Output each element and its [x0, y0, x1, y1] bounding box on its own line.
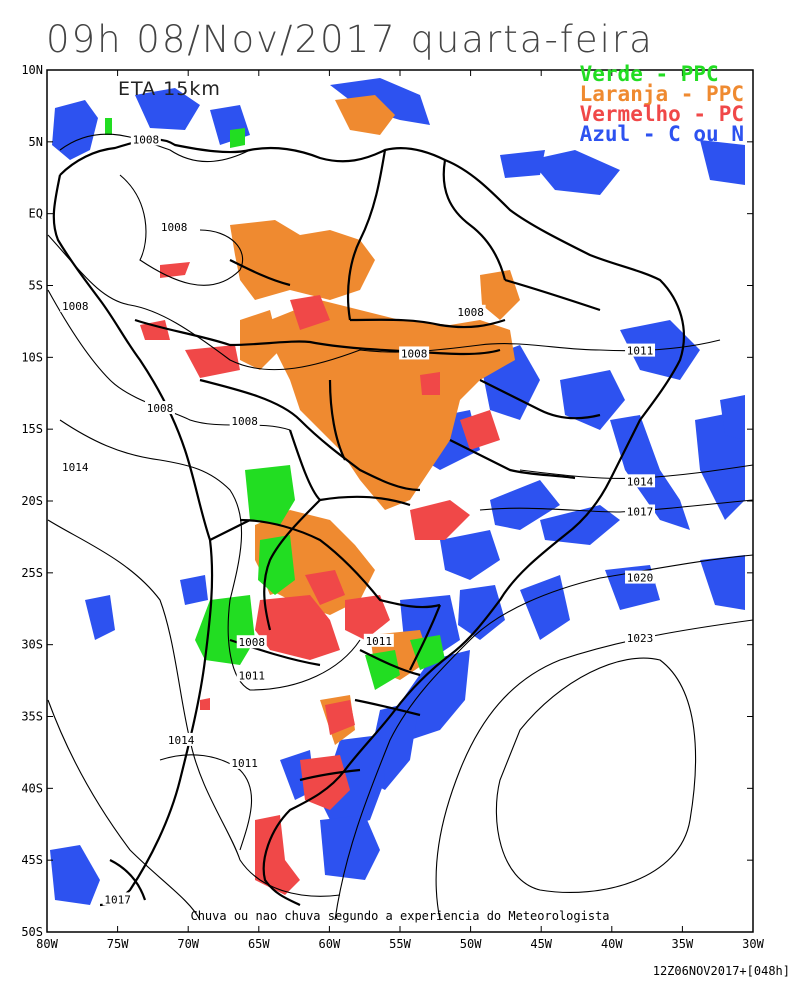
isobar-label-bg	[229, 413, 260, 427]
lat-tick-label: 10S	[21, 350, 43, 364]
isobar-label-bg	[60, 299, 91, 313]
isobar-label-bg	[236, 635, 267, 649]
lon-tick-label: 40W	[601, 937, 623, 951]
lat-tick-label: 15S	[21, 422, 43, 436]
legend-item-orange: Laranja - PPC	[579, 82, 744, 106]
isobar-label-bg	[625, 343, 656, 357]
isobar-label: 1011	[627, 345, 654, 358]
legend-item-green: Verde - PPC	[579, 62, 719, 86]
run-stamp: 12Z06NOV2017+[048h]	[652, 964, 790, 978]
isobar-label-bg	[236, 668, 267, 682]
isobar-label-bg	[144, 401, 175, 415]
lon-tick-label: 45W	[530, 937, 552, 951]
lat-tick-label: 20S	[21, 494, 43, 508]
axis-ticks	[46, 69, 754, 933]
footnote: Chuva ou nao chuva segundo a experiencia…	[190, 909, 610, 923]
isobar-label: 1023	[627, 632, 654, 645]
isobar-label-bg	[625, 630, 656, 644]
lat-tick-label: 50S	[21, 925, 43, 939]
isobar-label: 1008	[401, 347, 428, 360]
longitude-tick-labels: 80W 75W 70W 65W 60W 55W 50W 45W 40W 35W 30W	[36, 937, 764, 951]
lat-tick-label: 5N	[29, 135, 43, 149]
lat-tick-label: 35S	[21, 710, 43, 724]
legend: Verde - PPC Laranja - PPC Vermelho - PC …	[579, 62, 744, 146]
isobar-label: 1020	[627, 572, 654, 585]
lon-tick-label: 60W	[319, 937, 341, 951]
isobar-label-bg	[625, 474, 656, 488]
isobar-label: 1008	[231, 415, 258, 428]
isobar-labels: 1008 1008 1008 1008 1008 1011 1008 1008 1014 1014…	[60, 132, 656, 906]
lon-tick-label: 75W	[107, 937, 129, 951]
coastline-borders	[52, 138, 685, 907]
isobar-label-bg	[399, 346, 430, 360]
isobar-label-bg	[625, 570, 656, 584]
isobar-label-bg	[363, 633, 394, 647]
lon-tick-label: 70W	[177, 937, 199, 951]
isobar-label-bg	[455, 304, 486, 318]
lon-tick-label: 80W	[36, 937, 58, 951]
lon-tick-label: 35W	[672, 937, 694, 951]
isobar-label: 1011	[238, 669, 265, 682]
latitude-tick-labels: 10N 5N EQ 5S 10S 15S 20S 25S 30S 35S 40S 45S 50S	[21, 63, 43, 939]
isobar-label: 1008	[62, 300, 89, 313]
legend-item-blue: Azul - C ou N	[579, 122, 744, 146]
lon-tick-label: 55W	[389, 937, 411, 951]
lon-tick-label: 65W	[248, 937, 270, 951]
isobar-label: 1011	[366, 635, 393, 648]
lat-tick-label: EQ	[29, 207, 43, 221]
isobar-label: 1008	[133, 133, 160, 146]
page-title: 09h 08/Nov/2017 quarta-feira	[46, 18, 654, 61]
lat-tick-label: 30S	[21, 638, 43, 652]
lat-tick-label: 10N	[21, 63, 43, 77]
isobar-label-bg	[130, 132, 161, 146]
model-label: ETA 15km	[118, 78, 221, 100]
legend-item-red: Vermelho - PC	[579, 102, 744, 126]
isobar-lines	[47, 133, 753, 921]
lat-tick-label: 40S	[21, 781, 43, 795]
isobar-label: 1008	[147, 402, 174, 415]
precip-red-layer	[140, 262, 500, 895]
isobar-label: 1014	[627, 475, 654, 488]
isobar-label-bg	[102, 892, 133, 906]
lon-tick-label: 50W	[460, 937, 482, 951]
isobar-label-bg	[166, 732, 197, 746]
isobar-label: 1011	[231, 757, 258, 770]
isobar-label: 1017	[627, 505, 654, 518]
isobar-label-bg	[159, 220, 190, 234]
isobar-label-bg	[60, 459, 91, 473]
isobar-label: 1008	[238, 636, 265, 649]
lat-tick-label: 25S	[21, 566, 43, 580]
isobar-label: 1008	[457, 306, 484, 319]
lon-tick-label: 30W	[742, 937, 764, 951]
isobar-label: 1008	[161, 221, 188, 234]
isobar-label: 1017	[104, 893, 131, 906]
lat-tick-label: 45S	[21, 853, 43, 867]
isobar-label: 1014	[62, 461, 89, 474]
isobar-label-bg	[229, 755, 260, 769]
isobar-label: 1014	[168, 734, 195, 747]
lat-tick-label: 5S	[29, 279, 43, 293]
isobar-label-bg	[625, 504, 656, 518]
